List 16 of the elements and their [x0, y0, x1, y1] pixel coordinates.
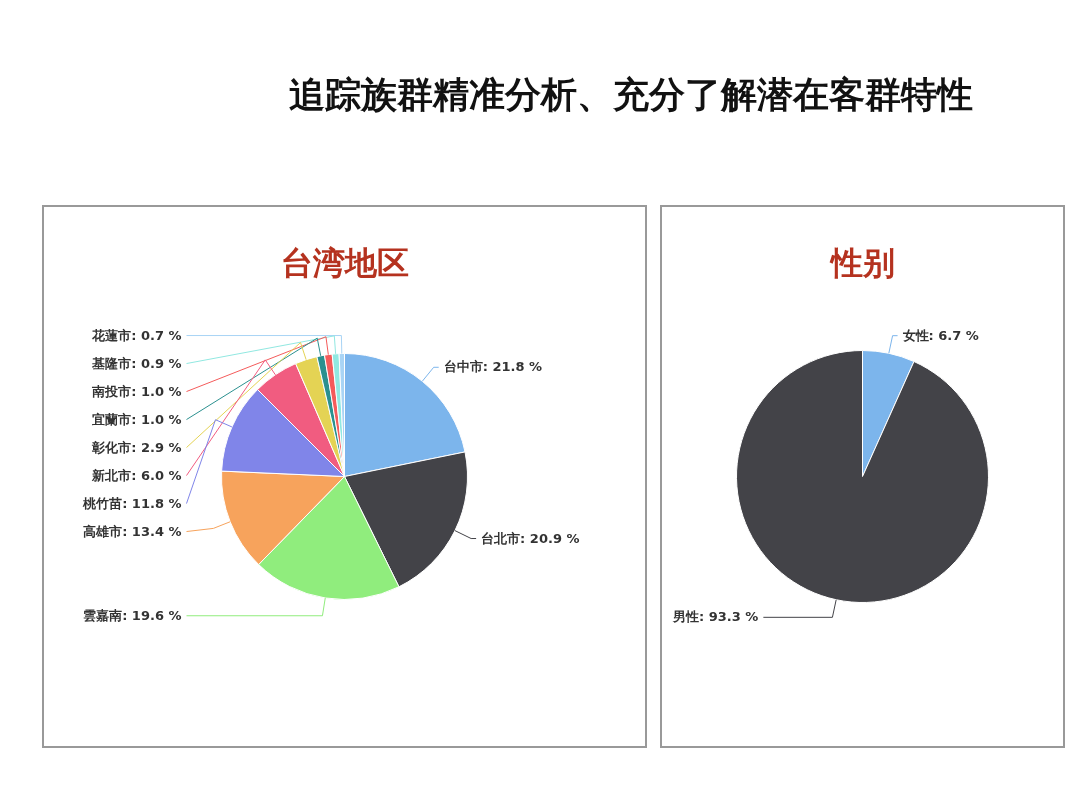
slice-label: 台中市: 21.8 % — [443, 359, 543, 375]
slice-label: 南投市: 1.0 % — [91, 383, 182, 399]
slice-label: 宜蘭市: 1.0 % — [92, 411, 182, 427]
slice-label: 花蓮市: 0.7 % — [91, 327, 182, 343]
chart-title: 台湾地区 — [280, 244, 409, 282]
slice-label: 新北市: 6.0 % — [91, 467, 182, 483]
text: 追踪族群精准分析、充分了解潜在客群特性 — [288, 74, 973, 115]
slice-label: 台北市: 20.9 % — [481, 530, 580, 546]
slice-label: 男性: 93.3 % — [671, 609, 759, 625]
slice-label: 彰化市: 2.9 % — [91, 439, 182, 455]
slice-label: 女性: 6.7 % — [901, 327, 979, 343]
slice-label: 基隆市: 0.9 % — [91, 355, 182, 371]
chart-title: 性别 — [828, 244, 895, 282]
slice-label: 高雄市: 13.4 % — [83, 523, 182, 539]
slice-label: 雲嘉南: 19.6 % — [83, 607, 182, 623]
slice-label: 桃竹苗: 11.8 % — [82, 495, 182, 511]
